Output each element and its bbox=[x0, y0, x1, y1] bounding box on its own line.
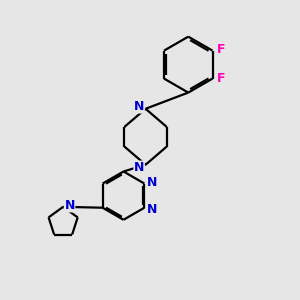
Text: N: N bbox=[147, 176, 157, 189]
Text: F: F bbox=[217, 72, 225, 85]
Text: N: N bbox=[147, 203, 157, 216]
Text: N: N bbox=[134, 100, 144, 113]
Text: F: F bbox=[217, 43, 225, 56]
Text: N: N bbox=[134, 161, 144, 174]
Text: N: N bbox=[64, 199, 75, 212]
